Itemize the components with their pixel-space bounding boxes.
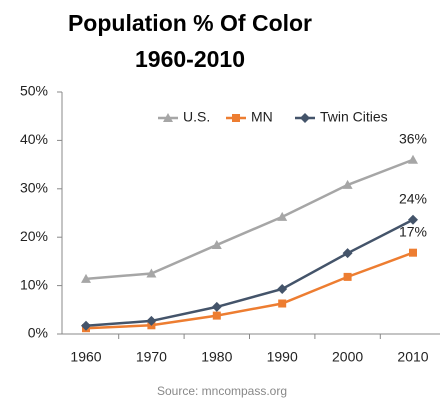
x-tick-label: 1990: [267, 349, 298, 365]
x-tick-label: 1970: [136, 349, 167, 365]
source-note: Source: mncompass.org: [157, 384, 287, 398]
y-tick-label: 20%: [20, 228, 48, 244]
legend-label: U.S.: [183, 109, 210, 125]
data-label: 24%: [399, 190, 427, 206]
data-point: [81, 320, 91, 331]
data-point: [146, 268, 157, 278]
legend-label: Twin Cities: [320, 109, 388, 125]
data-point: [211, 239, 222, 249]
data-point: [343, 272, 352, 281]
x-tick-label: 1980: [201, 349, 232, 365]
data-label: 36%: [399, 130, 427, 146]
x-tick-label: 2010: [397, 349, 428, 365]
x-tick-label: 2000: [332, 349, 363, 365]
y-tick-label: 0%: [28, 325, 48, 341]
x-tick-label: 1960: [70, 349, 101, 365]
chart-title: Population % Of Color: [68, 10, 312, 36]
data-point: [408, 154, 418, 164]
data-point: [212, 311, 221, 320]
legend-label: MN: [251, 109, 273, 125]
y-tick-label: 50%: [20, 83, 48, 99]
series-line: [85, 218, 414, 328]
chart-subtitle: 1960-2010: [135, 46, 245, 72]
data-point: [409, 248, 417, 257]
y-tick-label: 40%: [20, 131, 48, 147]
data-point: [342, 248, 353, 259]
legend-marker: [232, 114, 240, 122]
y-tick-label: 30%: [20, 180, 48, 196]
legend-marker: [163, 113, 173, 122]
y-tick-label: 10%: [20, 276, 48, 292]
data-point: [278, 299, 287, 308]
data-point: [342, 179, 353, 189]
data-point: [277, 211, 288, 221]
data-point: [277, 283, 288, 294]
data-point: [81, 273, 91, 283]
data-point: [146, 315, 157, 326]
legend-marker: [300, 113, 310, 123]
series-line: [85, 158, 414, 281]
data-point: [408, 214, 418, 225]
data-label: 17%: [399, 223, 427, 239]
series-line: [85, 251, 414, 330]
data-point: [211, 301, 222, 312]
